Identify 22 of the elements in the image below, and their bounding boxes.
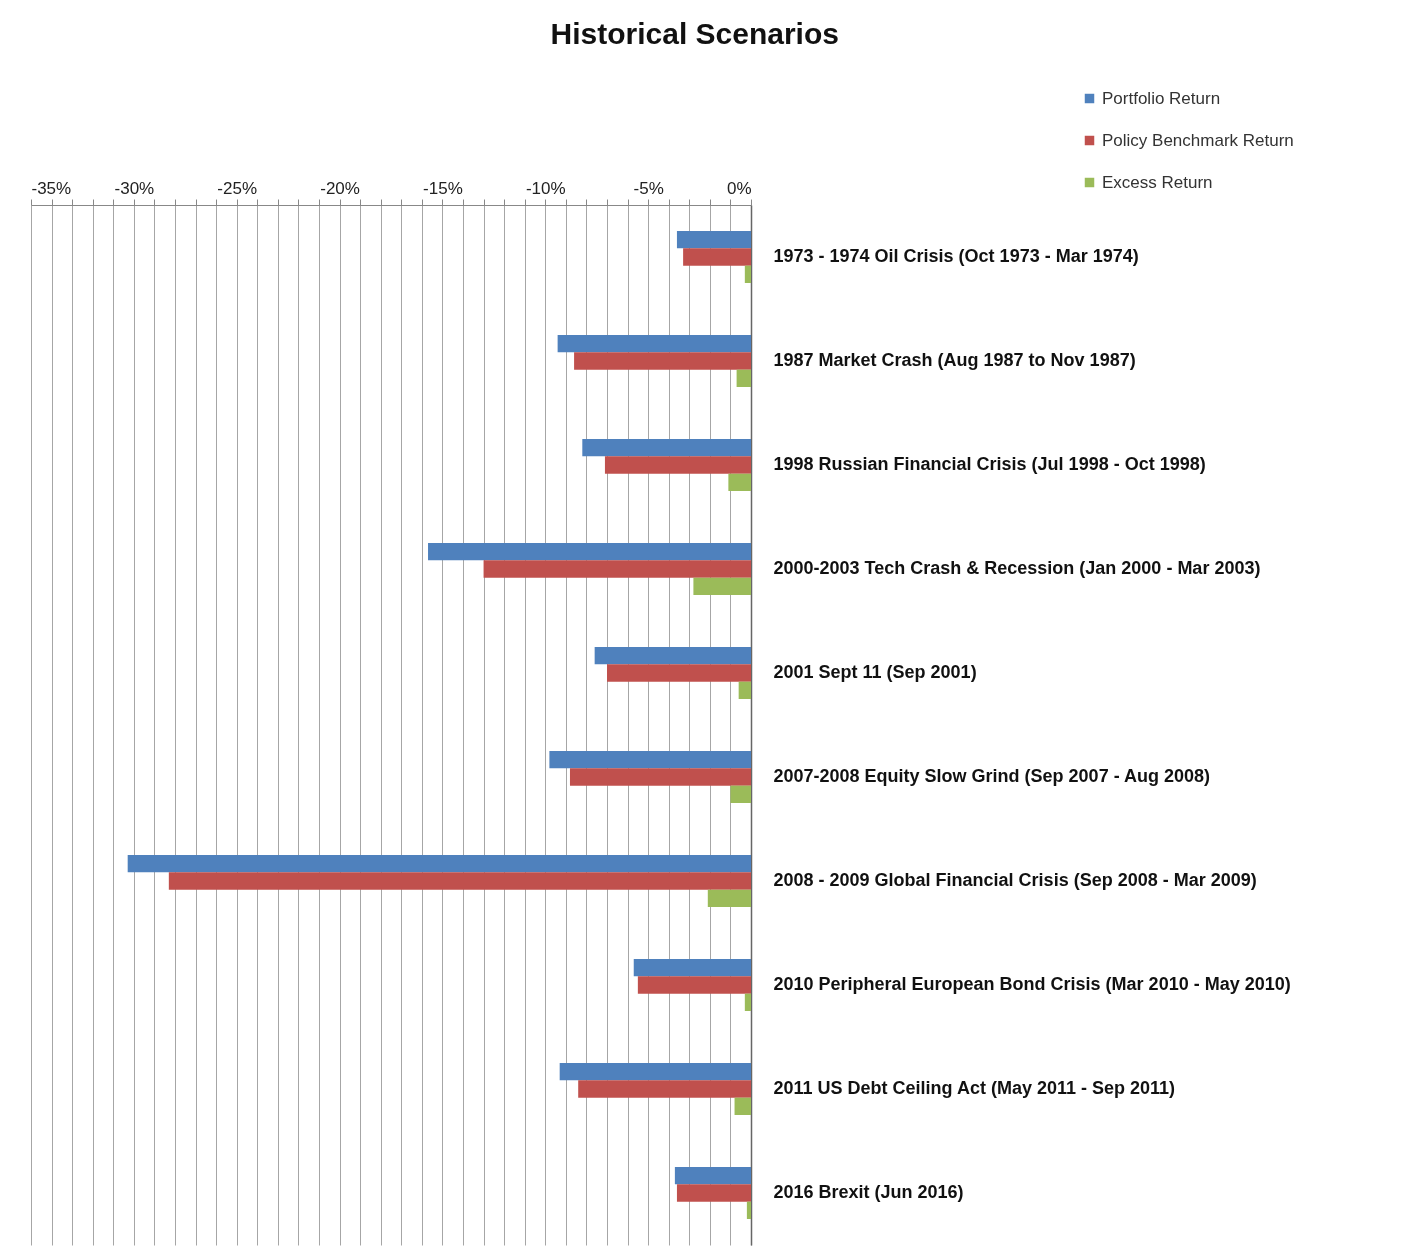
- y-tick-label: 2011 US Debt Ceiling Act (May 2011 - Sep 2011): [773, 1078, 1176, 1098]
- legend-label: Policy Benchmark Return: [1102, 130, 1294, 150]
- x-tick-label: -10%: [525, 178, 566, 198]
- x-tick-label: -25%: [217, 178, 258, 198]
- y-tick-label: 1998 Russian Financial Crisis (Jul 1998 - Oct 1998): [773, 454, 1206, 474]
- y-tick-label: 2016 Brexit (Jun 2016): [773, 1182, 964, 1202]
- y-tick-label: 1973 - 1974 Oil Crisis (Oct 1973 - Mar 1974): [773, 246, 1139, 266]
- x-tick-label: -30%: [114, 178, 155, 198]
- x-tick-label: 0%: [726, 178, 752, 198]
- x-tick-label: -35%: [31, 178, 72, 198]
- x-tick-label: -20%: [320, 178, 360, 198]
- x-tick-label: -5%: [633, 178, 664, 198]
- legend-label: Excess Return: [1102, 172, 1213, 192]
- y-tick-label: 1987 Market Crash (Aug 1987 to Nov 1987): [773, 350, 1136, 370]
- y-tick-label: 2007-2008 Equity Slow Grind (Sep 2007 - Aug 2008): [773, 766, 1210, 786]
- x-tick-label: -15%: [423, 178, 463, 198]
- y-tick-label: 2010 Peripheral European Bond Crisis (Mar 2010 - May 2010): [773, 974, 1291, 994]
- legend-label: Portfolio Return: [1102, 88, 1221, 108]
- y-tick-label: 2001 Sept 11 (Sep 2001): [773, 662, 977, 682]
- y-tick-label: 2008 - 2009 Global Financial Crisis (Sep 2008 - Mar 2009): [773, 870, 1257, 890]
- chart-title: Historical Scenarios: [550, 17, 839, 50]
- y-tick-label: 2000-2003 Tech Crash & Recession (Jan 2000 - Mar 2003): [773, 558, 1261, 578]
